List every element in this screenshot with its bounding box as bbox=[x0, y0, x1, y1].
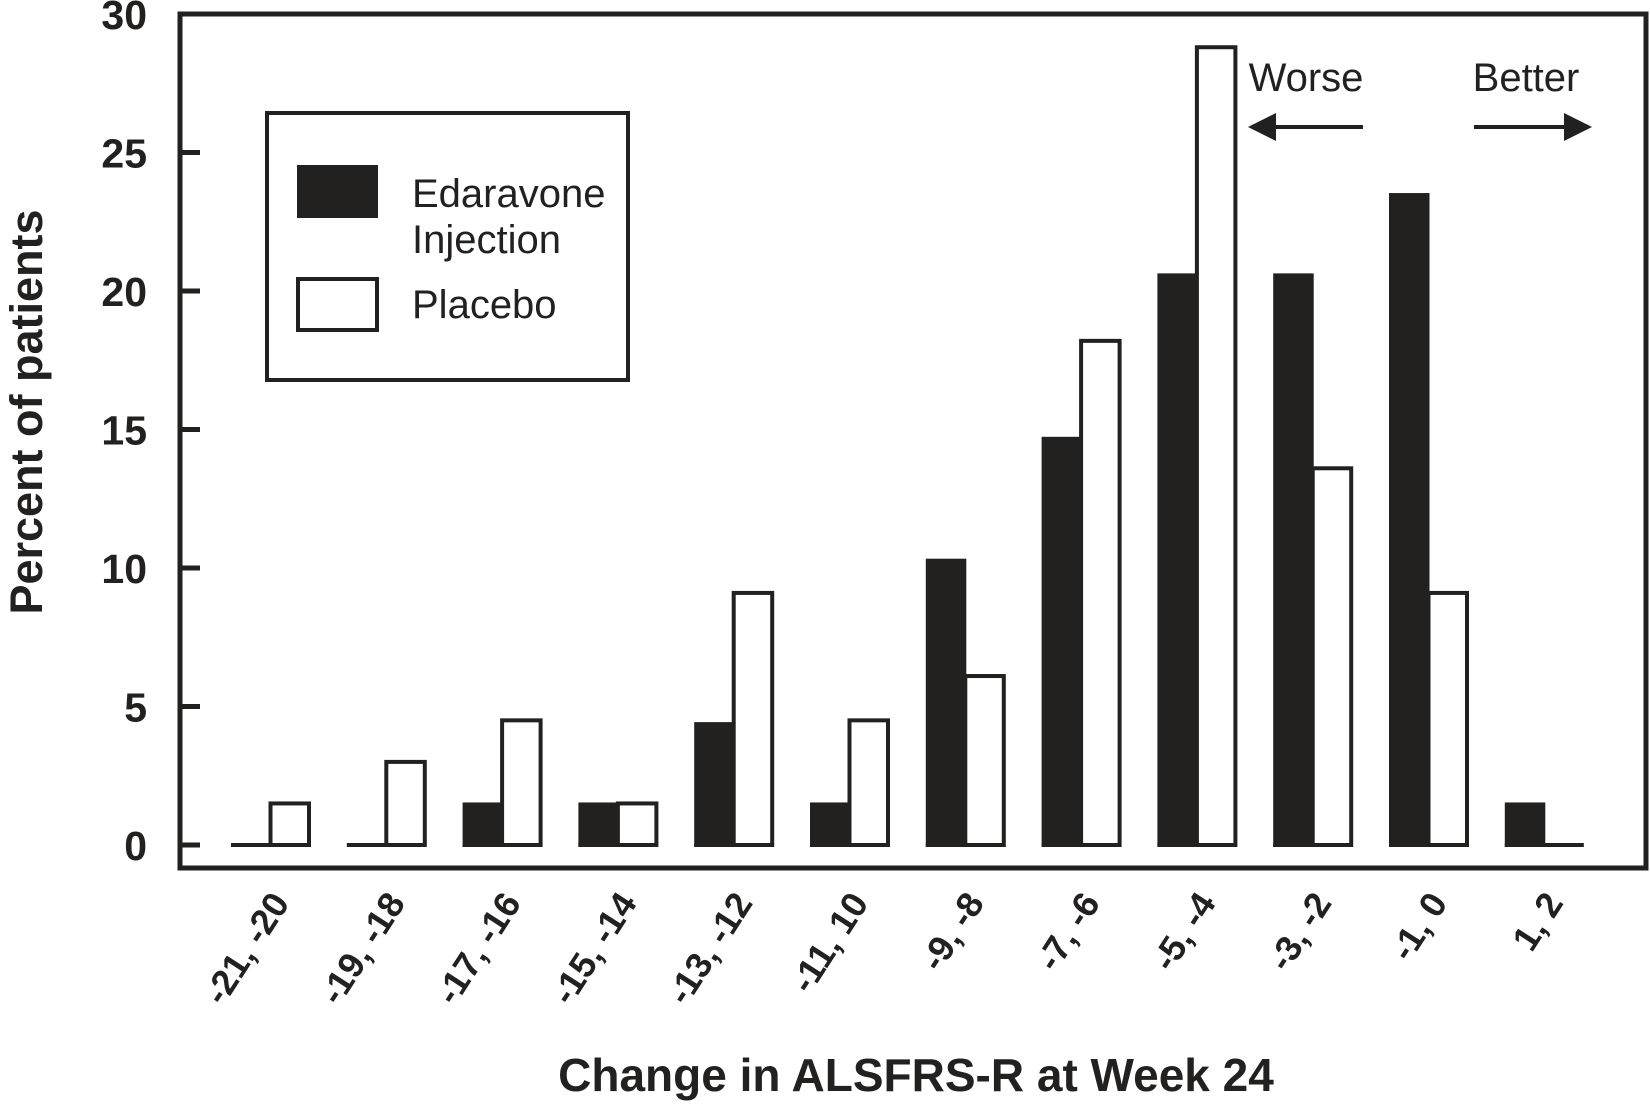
legend-box bbox=[265, 111, 630, 382]
y-tick-label: 30 bbox=[101, 0, 147, 38]
bar-placebo bbox=[1079, 338, 1122, 847]
bar-placebo bbox=[963, 674, 1006, 848]
bar-edaravone bbox=[1504, 802, 1546, 848]
bar-edaravone bbox=[462, 802, 504, 848]
legend-label-placebo: Placebo bbox=[412, 283, 557, 327]
bar-edaravone bbox=[1273, 273, 1314, 847]
bar-placebo bbox=[1426, 590, 1469, 847]
x-axis-labels: -21, -20 -19, -18 -17, -16 -15, -14 -13, -12… bbox=[195, 885, 1571, 1011]
legend-swatch-placebo bbox=[296, 277, 379, 332]
bar-edaravone bbox=[1157, 273, 1198, 847]
bar-edaravone bbox=[1389, 193, 1430, 848]
bar-placebo bbox=[731, 590, 775, 847]
x-category-label: -17, -16 bbox=[427, 885, 529, 1011]
bar-placebo bbox=[268, 801, 311, 848]
x-category-label: -7, -6 bbox=[1028, 885, 1108, 978]
bar-placebo bbox=[1310, 466, 1354, 847]
legend-label-edaravone-line2: Injection bbox=[412, 218, 561, 262]
x-category-label: -9, -8 bbox=[912, 885, 992, 978]
bar-placebo bbox=[500, 718, 543, 847]
bar-edaravone bbox=[578, 802, 619, 848]
direction-annotations: Worse Better bbox=[1248, 56, 1592, 141]
bar-edaravone bbox=[694, 722, 735, 847]
bar-groups bbox=[231, 45, 1584, 848]
x-category-label: -3, -2 bbox=[1259, 885, 1339, 978]
better-label: Better bbox=[1473, 56, 1580, 100]
y-tick-label: 0 bbox=[124, 823, 147, 869]
y-axis-title: Percent of patients bbox=[1, 209, 52, 614]
legend-swatch-edaravone bbox=[297, 165, 378, 218]
legend: Edaravone Injection Placebo bbox=[265, 111, 630, 382]
bar-placebo bbox=[615, 801, 659, 848]
bar-placebo bbox=[847, 718, 890, 847]
x-category-label: -1, 0 bbox=[1382, 885, 1456, 968]
y-tick-label: 15 bbox=[101, 408, 147, 454]
x-category-label: -21, -20 bbox=[195, 885, 297, 1011]
y-tick-label: 20 bbox=[101, 269, 147, 315]
bar-edaravone bbox=[810, 802, 851, 848]
x-category-label: 1, 2 bbox=[1504, 885, 1571, 958]
bar-edaravone bbox=[1041, 436, 1083, 847]
y-tick-label: 5 bbox=[124, 685, 147, 731]
x-category-label: -11, 10 bbox=[782, 885, 876, 1000]
x-category-label: -13, -12 bbox=[658, 885, 760, 1011]
y-tick-label: 25 bbox=[101, 131, 147, 177]
x-category-label: -15, -14 bbox=[543, 885, 645, 1011]
y-tick-label: 10 bbox=[101, 546, 147, 592]
bar-edaravone bbox=[925, 558, 967, 847]
x-axis-title: Change in ALSFRS-R at Week 24 bbox=[558, 1049, 1274, 1101]
worse-arrow-icon bbox=[1248, 113, 1363, 141]
worse-label: Worse bbox=[1249, 56, 1364, 100]
legend-label-edaravone-line1: Edaravone bbox=[412, 172, 605, 216]
plot-frame bbox=[177, 11, 1649, 871]
x-category-label: -5, -4 bbox=[1143, 885, 1223, 978]
bar-placebo bbox=[384, 759, 427, 848]
better-arrow-icon bbox=[1474, 113, 1592, 141]
x-category-label: -19, -18 bbox=[311, 885, 413, 1011]
bar-placebo bbox=[1194, 45, 1238, 848]
y-axis: 0 5 10 15 20 25 30 bbox=[101, 0, 200, 869]
